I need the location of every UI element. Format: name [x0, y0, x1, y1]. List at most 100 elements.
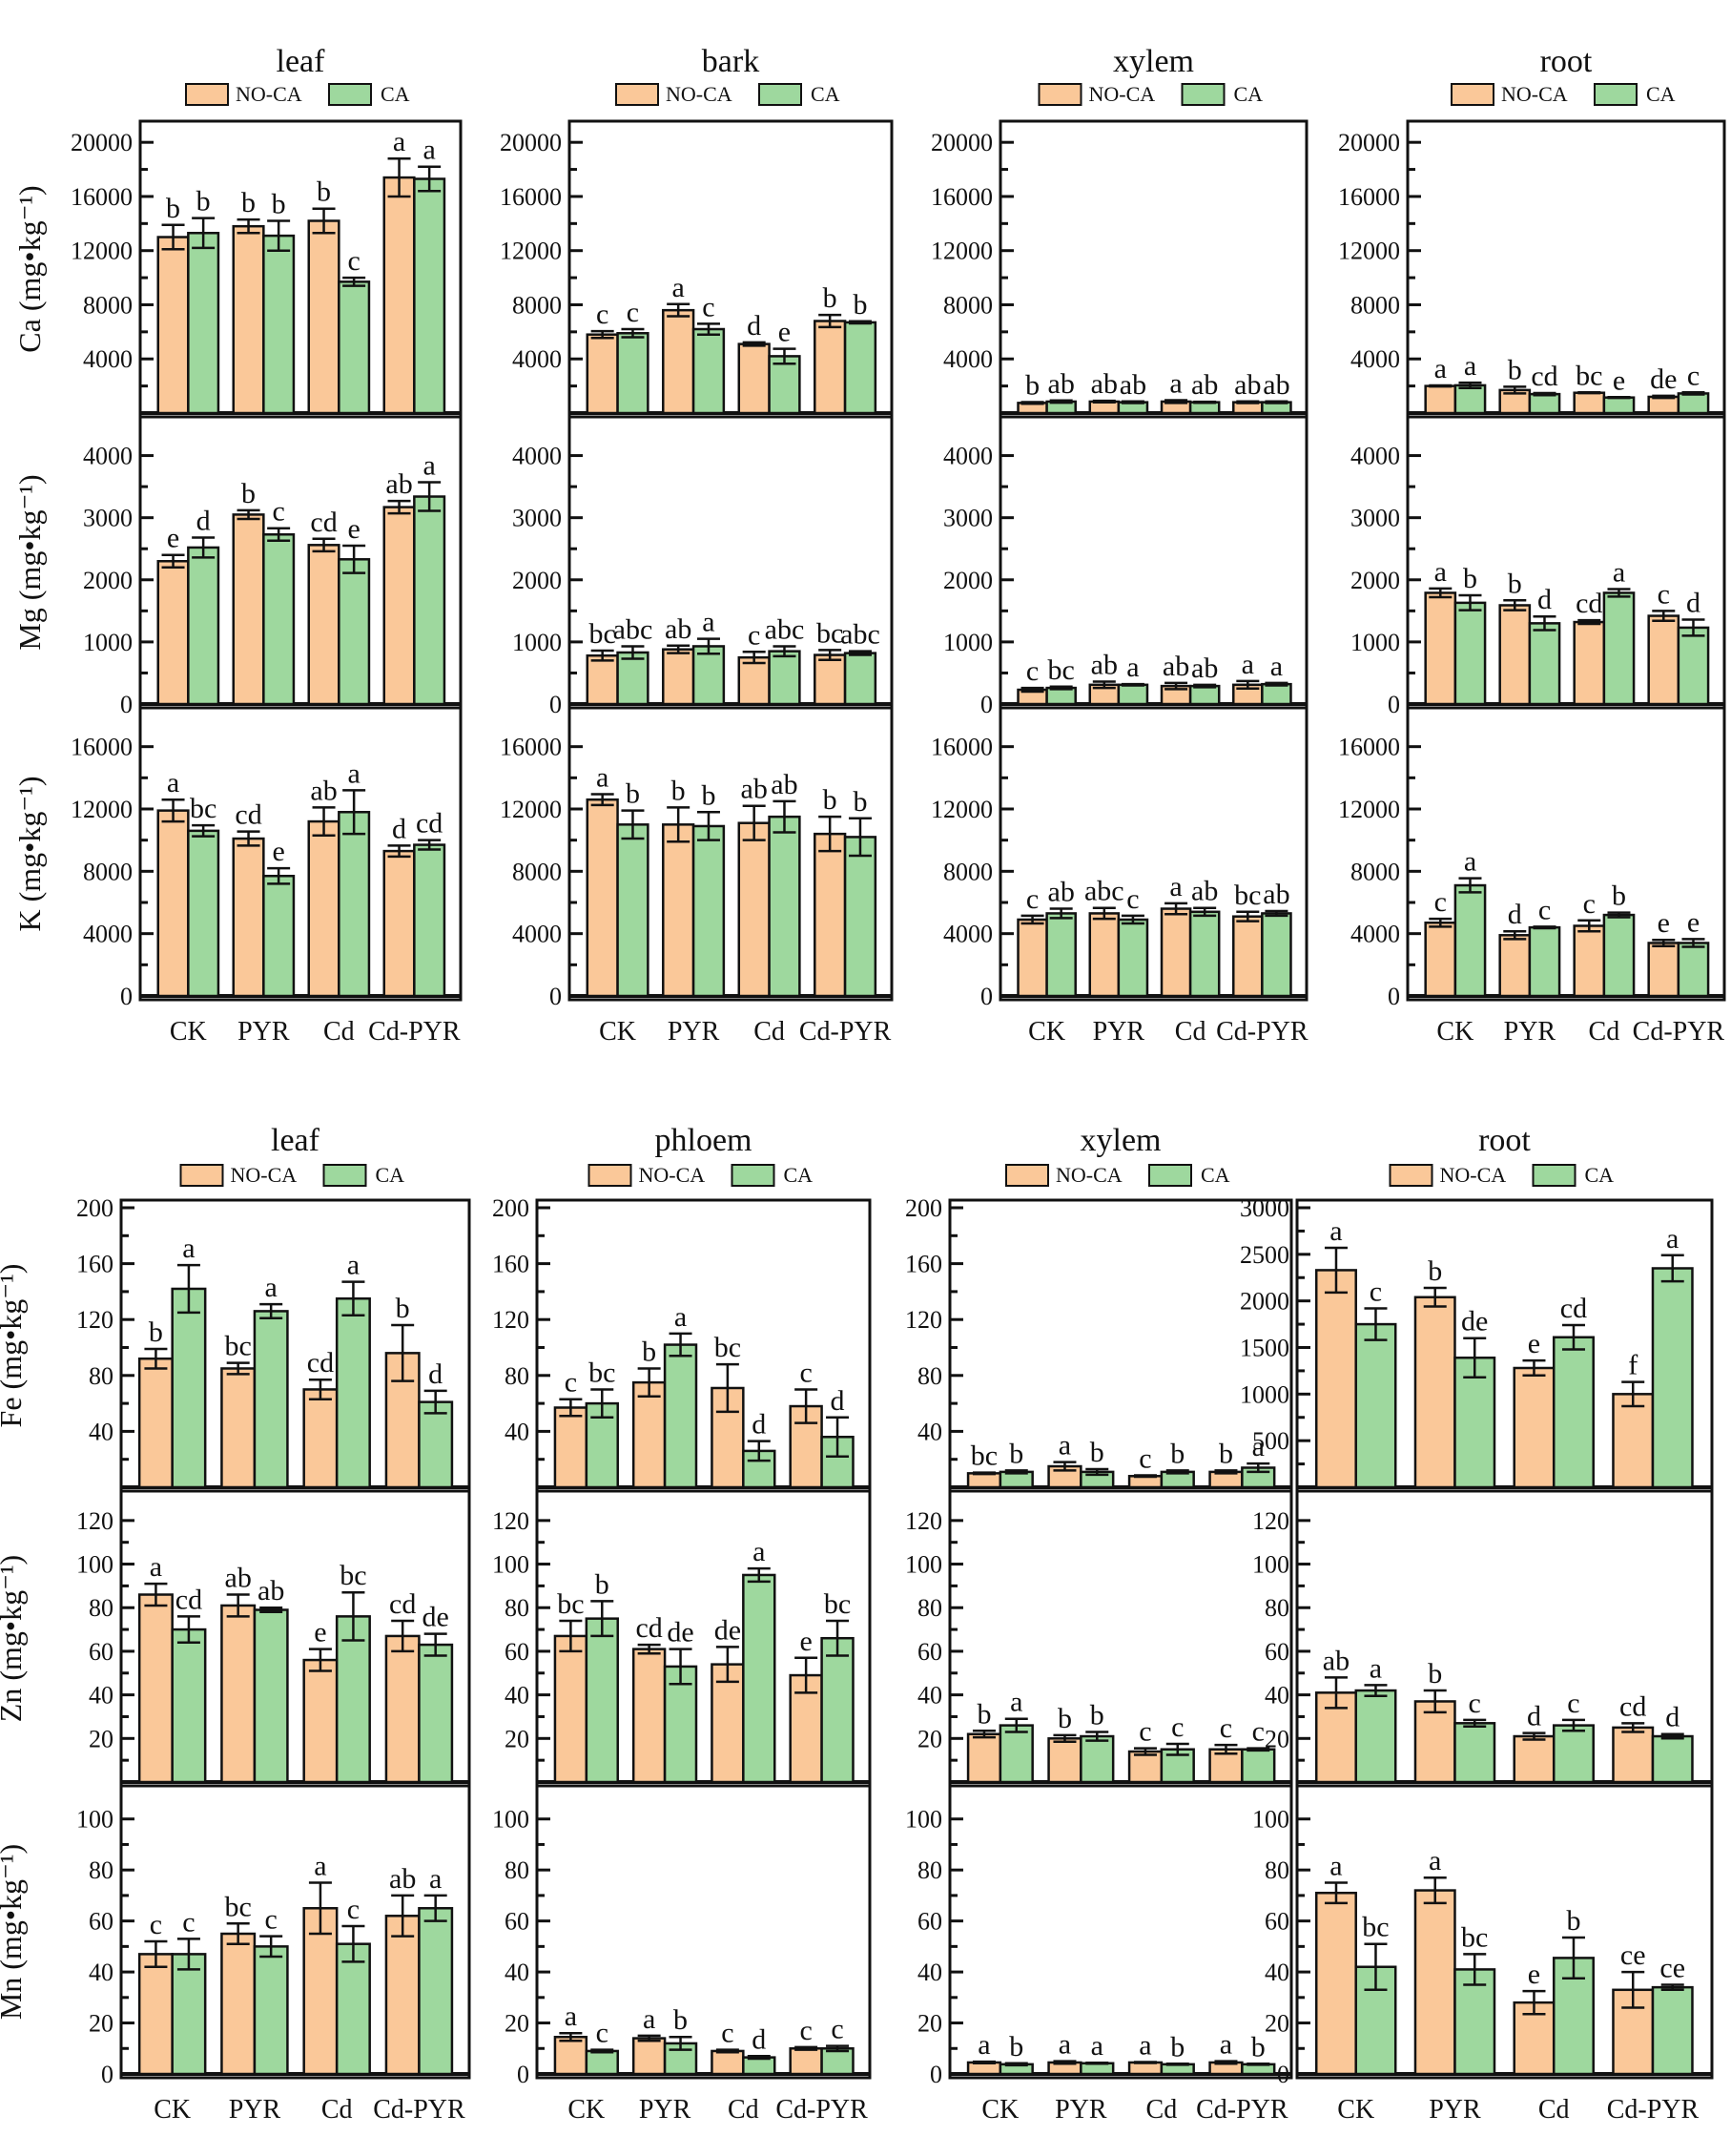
y-tick-label: 1500 [1240, 1335, 1289, 1362]
y-tick-label: 12000 [931, 796, 993, 823]
significance-letter: abc [1084, 876, 1124, 907]
significance-letter: a [1666, 1223, 1679, 1254]
panel-title: root [1478, 1123, 1531, 1158]
legend-swatch-no-ca [1038, 83, 1082, 106]
bar-no-ca-cd [737, 342, 771, 415]
y-tick-label: 160 [492, 1251, 529, 1278]
y-tick-label: 60 [505, 1908, 529, 1936]
bar-no-ca-cd-pyr [1647, 395, 1680, 415]
y-tick-label: 0 [980, 691, 993, 718]
legend-swatch-ca [758, 83, 802, 106]
bar-no-ca-ck [586, 798, 619, 998]
x-tick-label: CK [1028, 1017, 1065, 1047]
bar-no-ca-cd [1160, 907, 1192, 998]
y-tick-label: 0 [120, 983, 133, 1010]
significance-letter: b [241, 478, 256, 509]
bar-no-ca-pyr [662, 308, 695, 415]
bar-ca-pyr [663, 1665, 698, 1784]
bar-ca-pyr [691, 645, 726, 706]
y-tick-label: 80 [89, 1362, 113, 1390]
significance-letter: c [1538, 894, 1551, 925]
y-tick-label: 120 [1252, 1507, 1289, 1535]
significance-letter: b [1508, 568, 1522, 599]
bar-ca-ck [1453, 384, 1487, 415]
x-tick-label: Cd-PYR [799, 1017, 892, 1047]
y-tick-label: 60 [505, 1638, 529, 1666]
bar-no-ca-cd [737, 821, 771, 998]
significance-letter: b [1251, 2031, 1266, 2063]
legend-swatch-ca [1148, 1164, 1192, 1187]
significance-letter: d [1508, 899, 1522, 930]
y-tick-label: 120 [76, 1507, 113, 1535]
y-tick-label: 40 [1265, 1959, 1289, 1986]
bar-ca-cd [1552, 1336, 1595, 1489]
y-tick-label: 120 [905, 1306, 942, 1334]
significance-letter: bc [1362, 1912, 1389, 1943]
significance-letter: b [149, 1316, 163, 1348]
y-tick-label: 80 [1265, 1856, 1289, 1884]
x-tick-label: Cd [321, 2095, 353, 2125]
plot-frame [119, 1784, 471, 2080]
significance-letter: c [702, 291, 714, 322]
legend-swatch-no-ca [1005, 1164, 1049, 1187]
y-tick-label: 40 [917, 1682, 942, 1710]
bar-ca-pyr [1117, 918, 1149, 998]
y-tick-label: 12000 [71, 796, 133, 823]
plot-frame [1406, 706, 1726, 1002]
significance-letter: d [1686, 587, 1700, 618]
bar-ca-pyr [253, 1310, 289, 1489]
y-tick-label: 20 [505, 1725, 529, 1752]
bar-no-ca-pyr [1498, 604, 1532, 706]
significance-letter: a [167, 767, 179, 798]
significance-letter: a [674, 1301, 687, 1333]
y-tick-label: 60 [89, 1638, 113, 1666]
legend-swatch-ca [1181, 83, 1226, 106]
panel-title: bark [702, 44, 759, 79]
significance-letter: de [1650, 363, 1677, 395]
bar-no-ca-cd [1573, 924, 1606, 998]
panel-K-leaf: 0 4000 8000 12000 16000 a cd ab d bc e a cd CK PYR Cd Cd… [71, 706, 463, 1047]
bar-no-ca-cd [307, 219, 340, 415]
y-tick-label: 1000 [1350, 629, 1400, 656]
bar-ca-cd [1188, 684, 1221, 706]
significance-letter: c [1370, 1275, 1382, 1307]
bar-ca-ck [1453, 601, 1487, 706]
significance-letter: ab [258, 1575, 284, 1607]
y-tick-label: 0 [549, 691, 562, 718]
y-tick-label: 20000 [931, 129, 993, 156]
significance-letter: bc [225, 1331, 252, 1362]
significance-letter: b [1090, 1437, 1104, 1468]
y-tick-label: 2000 [1240, 1288, 1289, 1316]
bar-no-ca-cd-pyr [789, 2047, 823, 2076]
bar-ca-pyr [1117, 683, 1149, 706]
bar-no-ca-ck [137, 1357, 174, 1489]
significance-letter: ab [1120, 369, 1146, 401]
significance-letter: c [1220, 1712, 1232, 1744]
bar-no-ca-cd [1127, 1750, 1164, 1784]
x-tick-label: CK [599, 1017, 636, 1047]
panel-title: xylem [1081, 1123, 1162, 1158]
significance-letter: a [1126, 652, 1139, 683]
bar-no-ca-cd [1127, 2061, 1164, 2076]
significance-letter: a [347, 1250, 360, 1281]
y-tick-label: 16000 [1338, 734, 1400, 761]
significance-letter: c [799, 2015, 812, 2046]
legend-swatch-no-ca [1389, 1164, 1433, 1187]
significance-letter: a [422, 450, 435, 482]
significance-letter: ab [1191, 653, 1218, 684]
significance-letter: a [672, 272, 685, 303]
significance-letter: a [1169, 368, 1182, 400]
y-tick-label: 4000 [1350, 443, 1400, 470]
x-tick-label: PYR [237, 1017, 290, 1047]
y-tick-label: 40 [89, 1418, 113, 1445]
bar-ca-pyr [1453, 1722, 1496, 1784]
significance-letter: bc [816, 617, 843, 649]
x-tick-label: Cd-PYR [775, 2095, 868, 2125]
bar-ca-cd-pyr [413, 177, 446, 415]
bar-no-ca-ck [966, 1472, 1002, 1489]
significance-letter: a [150, 1551, 162, 1583]
x-tick-label: PYR [1055, 2095, 1107, 2125]
